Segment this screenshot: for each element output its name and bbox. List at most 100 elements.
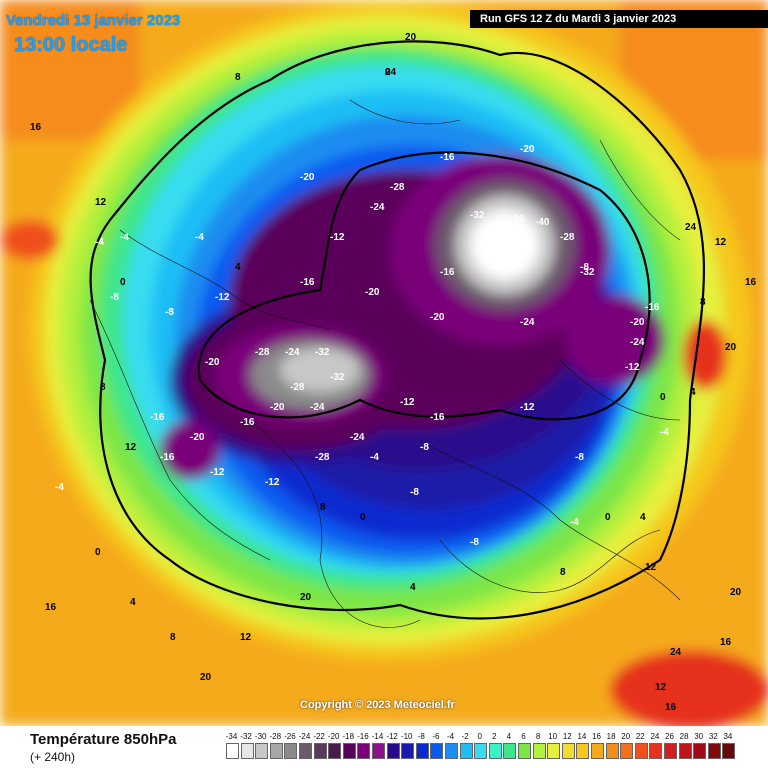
- scale-swatch: [649, 743, 663, 759]
- scale-swatch: [284, 743, 298, 759]
- contour-label: 16: [30, 122, 42, 133]
- contour-label: -28: [560, 232, 575, 243]
- scale-swatch: [518, 743, 531, 759]
- contour-label: -20: [520, 144, 535, 155]
- contour-label: -28: [290, 382, 305, 393]
- scale-label: -24: [298, 732, 311, 741]
- contour-label: 4: [235, 262, 241, 273]
- contour-label: 16: [720, 637, 732, 648]
- contour-label: -12: [400, 397, 415, 408]
- scale-label: -20: [327, 732, 340, 741]
- contour-label: 0: [360, 512, 366, 523]
- contour-label: 20: [200, 672, 212, 683]
- scale-swatch: [620, 743, 634, 759]
- contour-label: -40: [535, 217, 550, 228]
- scale-swatch: [342, 743, 356, 759]
- contour-label: -4: [370, 452, 379, 463]
- scale-label: -2: [461, 732, 469, 741]
- scale-label: -10: [400, 732, 413, 741]
- temperature-field: [0, 0, 768, 726]
- forecast-range: (+ 240h): [30, 750, 76, 764]
- scale-label: 2: [492, 732, 497, 741]
- contour-label: -24: [630, 337, 645, 348]
- scale-label: 10: [548, 732, 558, 741]
- contour-label: -12: [265, 477, 280, 488]
- contour-label: 4: [640, 512, 646, 523]
- scale-label: 12: [562, 732, 572, 741]
- contour-label: 4: [690, 387, 696, 398]
- contour-label: 24: [685, 222, 697, 233]
- contour-label: 4: [410, 582, 416, 593]
- color-scale: -34 -32 -30 -28 -26 -24 -22 -20 -18 -16 -14 -12 -10-…: [225, 732, 745, 762]
- scale-label: -32: [240, 732, 252, 741]
- scale-swatch: [269, 743, 283, 759]
- contour-label: -24: [310, 402, 325, 413]
- scale-label: -6: [432, 732, 440, 741]
- contour-label: 16: [745, 277, 757, 288]
- scale-swatch: [678, 743, 692, 759]
- scale-label: 20: [621, 732, 631, 741]
- contour-label: -4: [55, 482, 64, 493]
- legend-footer: Température 850hPa (+ 240h) -34 -32 -30 -28…: [0, 726, 768, 768]
- contour-label: 20: [300, 592, 312, 603]
- contour-label: -4: [570, 517, 579, 528]
- contour-label: -12: [215, 292, 230, 303]
- scale-label: -12: [386, 732, 398, 741]
- copyright-notice: Copyright © 2023 Meteociel.fr: [300, 699, 455, 711]
- contour-label: -4: [120, 232, 129, 243]
- scale-label: 32: [708, 732, 718, 741]
- scale-swatch: [707, 743, 721, 759]
- contour-label: -24: [520, 317, 535, 328]
- scale-swatch: [605, 743, 619, 759]
- scale-label: 26: [665, 732, 674, 741]
- contour-label: -8: [410, 487, 419, 498]
- scale-swatch: [634, 743, 648, 759]
- scale-swatch: [561, 743, 575, 759]
- scale-swatch: [503, 743, 517, 759]
- contour-label: 0: [95, 547, 101, 558]
- contour-label: -16: [645, 302, 660, 313]
- contour-label: -8: [420, 442, 429, 453]
- contour-label: -24: [285, 347, 300, 358]
- scale-label: -16: [357, 732, 369, 741]
- scale-swatch: [591, 743, 604, 759]
- contour-label: -36: [490, 262, 505, 273]
- contour-label: 24: [670, 647, 682, 658]
- contour-label: -12: [625, 362, 640, 373]
- contour-label: 8: [320, 502, 326, 513]
- contour-label: -4: [660, 427, 669, 438]
- contour-label: 12: [645, 562, 657, 573]
- scale-swatch: [255, 743, 269, 759]
- contour-label: -16: [440, 267, 455, 278]
- scale-swatch: [386, 743, 400, 759]
- contour-label: -40: [490, 247, 505, 258]
- contour-label: -12: [330, 232, 345, 243]
- contour-label: -32: [330, 372, 345, 383]
- scale-swatch: [474, 743, 488, 759]
- contour-label: -8: [575, 452, 584, 463]
- contour-label: -20: [190, 432, 205, 443]
- contour-label: -28: [390, 182, 405, 193]
- contour-label: -24: [370, 202, 385, 213]
- contour-label: 12: [240, 632, 252, 643]
- contour-label: 4: [130, 597, 136, 608]
- contour-label: -20: [300, 172, 315, 183]
- contour-label: -8: [110, 292, 119, 303]
- scale-label: 18: [606, 732, 616, 741]
- scale-swatch: [313, 743, 327, 759]
- contour-label: -20: [270, 402, 285, 413]
- contour-label: 8: [100, 382, 106, 393]
- contour-label: -32: [580, 267, 595, 278]
- contour-label: -8: [470, 537, 479, 548]
- contour-label: 20: [725, 342, 737, 353]
- contour-label: -20: [630, 317, 645, 328]
- contour-label: 20: [730, 587, 742, 598]
- contour-label: -20: [205, 357, 220, 368]
- scale-swatch: [532, 743, 546, 759]
- scale-label: 34: [723, 732, 733, 741]
- scale-swatch: [372, 743, 385, 759]
- scale-swatch: [430, 743, 444, 759]
- scale-label: -28: [269, 732, 282, 741]
- scale-swatch: [488, 743, 502, 759]
- contour-label: -20: [430, 312, 445, 323]
